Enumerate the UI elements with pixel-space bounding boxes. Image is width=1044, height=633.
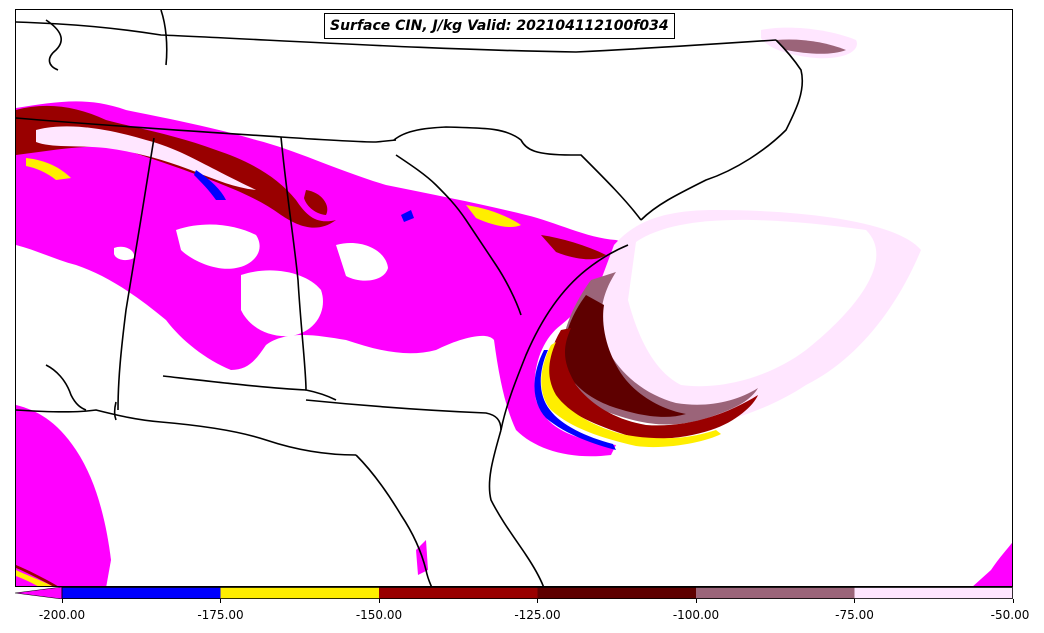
colorbar-tick-label: -100.00 [672,608,720,622]
colorbar-extend-min [15,587,63,599]
colorbar-outline [61,587,1013,599]
colorbar-bin [696,587,855,599]
colorbar-tick-label: -200.00 [38,608,86,622]
colorbar-bin [854,587,1013,599]
colorbar-bin [62,587,221,599]
offshore-plume [534,27,921,450]
colorbar-tick-mark [61,599,63,603]
colorbar-bin [220,587,379,599]
colorbar-tick-mark [378,599,380,603]
colorbar-tick-label: -150.00 [355,608,403,622]
colorbar-tick-label: -125.00 [514,608,561,622]
colorbar-bin [379,587,538,599]
colorbar-tick-mark [220,599,221,603]
boundary-lines [16,10,804,586]
northern-cin-band [16,105,606,586]
colorbar-tick-label: -50.00 [990,608,1030,622]
clear-areas [16,224,388,370]
magenta-cin-field [16,101,1012,586]
colorbar-tick-mark [854,599,855,603]
colorbar-tick-mark [537,599,538,603]
map-title: Surface CIN, J/kg Valid: 202104112100f03… [324,13,675,39]
map-panel [15,9,1013,587]
colorbar-tick-label: -75.00 [835,608,874,622]
colorbar [15,587,1013,599]
colorbar-tick-mark [1012,599,1014,603]
colorbar-tick-label: -175.00 [197,608,244,622]
colorbar-bin [537,587,696,599]
colorbar-tick-mark [695,599,697,603]
cin-map [16,10,1012,586]
